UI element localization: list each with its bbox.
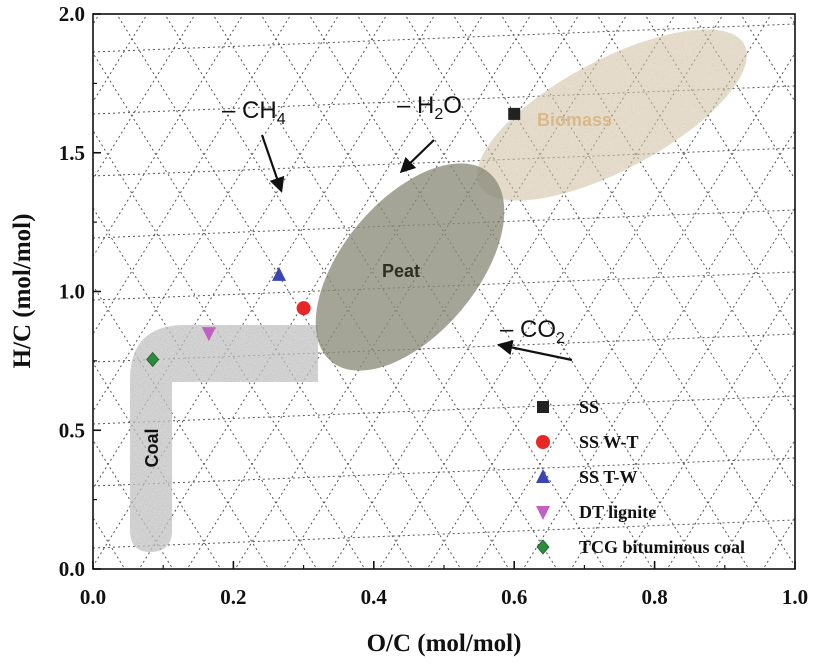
x-tick-label: 0.8 [641, 585, 667, 609]
legend-marker-ss [537, 401, 549, 413]
arrows [260, 134, 573, 362]
region-label-biomass: Biomass [537, 110, 612, 130]
arrow-co2 [496, 339, 573, 362]
peat-region [315, 163, 505, 371]
point-dt-lignite [201, 327, 216, 342]
annotation-co2: – CO2 [500, 316, 565, 347]
legend: SS SS W-T SS T-W DT lignite TCG bituminous c… [536, 397, 745, 557]
arrow-h2o [399, 139, 435, 174]
biomass-region-speckle [477, 29, 747, 201]
annotation-co2-sub: 2 [556, 330, 565, 347]
x-tick-label: 0.4 [361, 585, 388, 609]
annotation-h2o-sub: 2 [434, 106, 443, 123]
region-label-peat: Peat [382, 261, 420, 281]
annotation-ch4: – CH4 [222, 97, 286, 128]
legend-marker-ss-t-w [536, 469, 550, 483]
regions [130, 29, 747, 552]
region-label-coal: Coal [142, 428, 162, 467]
x-axis-ticks: 0.0 0.2 0.4 0.6 0.8 1.0 [80, 561, 808, 609]
y-axis-ticks: 0.0 0.5 1.0 1.5 2.0 [59, 2, 101, 581]
legend-label-tcg-bituminous-coal: TCG bituminous coal [579, 537, 745, 557]
annotation-co2-text: – CO [500, 316, 556, 343]
point-ss-t-w [272, 266, 287, 281]
y-tick-label: 1.0 [59, 280, 85, 304]
legend-marker-tcg-bituminous-coal [536, 539, 550, 555]
y-tick-label: 1.5 [59, 141, 85, 165]
legend-marker-dt-lignite [536, 506, 550, 520]
point-ss [508, 107, 521, 120]
annotation-h2o: – H2O [397, 92, 462, 123]
legend-marker-ss-w-t [536, 435, 550, 449]
arrow-ch4 [260, 134, 285, 193]
point-ss-w-t [296, 301, 311, 316]
x-tick-label: 0.6 [501, 585, 527, 609]
y-tick-label: 0.5 [59, 418, 85, 442]
annotation-h2o-text: – H [397, 92, 434, 119]
legend-label-ss-w-t: SS W-T [579, 432, 639, 452]
x-tick-label: 0.0 [80, 585, 106, 609]
legend-label-dt-lignite: DT lignite [579, 502, 656, 522]
y-axis-title: H/C (mol/mol) [9, 214, 36, 369]
legend-label-ss: SS [579, 397, 599, 417]
x-axis-title: O/C (mol/mol) [367, 630, 522, 657]
y-tick-label: 2.0 [59, 2, 85, 26]
data-points [146, 107, 521, 368]
annotation-ch4-sub: 4 [277, 111, 286, 128]
legend-label-ss-t-w: SS T-W [579, 467, 638, 487]
x-tick-label: 0.2 [220, 585, 246, 609]
coal-region [130, 325, 318, 552]
y-tick-label: 0.0 [59, 557, 85, 581]
x-tick-label: 1.0 [782, 585, 808, 609]
point-tcg-bituminous-coal [146, 351, 160, 368]
annotation-ch4-text: – CH [222, 97, 277, 124]
annotation-h2o-suffix: O [443, 92, 462, 119]
